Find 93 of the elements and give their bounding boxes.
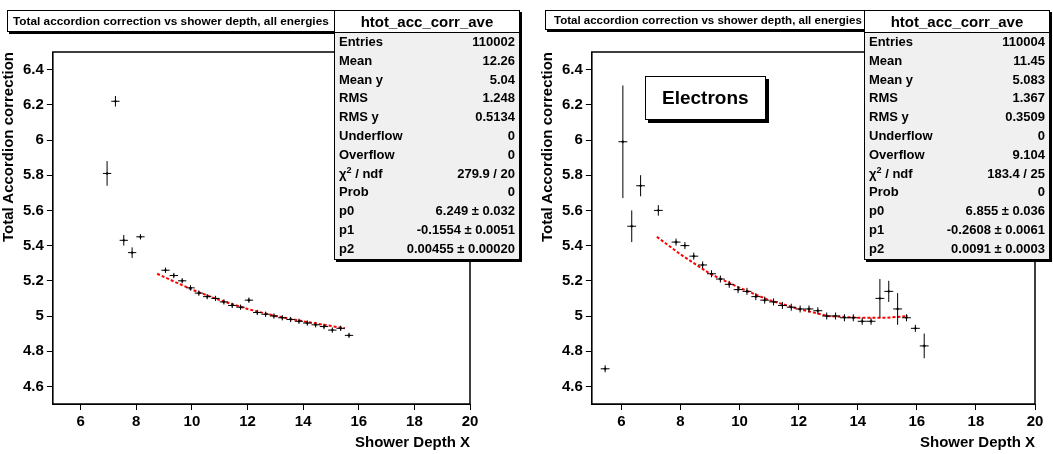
annotation: RMS y bbox=[339, 108, 379, 127]
y-tick-label: 6.4 bbox=[22, 59, 45, 77]
text: htot_acc_corr_ave bbox=[865, 11, 1049, 33]
text: 0.5134 bbox=[475, 108, 515, 127]
annotation: p0 bbox=[339, 202, 355, 221]
chart-title: Total accordion correction vs shower depth, all energies bbox=[545, 10, 871, 30]
y-tick-label: 5.4 bbox=[561, 235, 584, 253]
annotation: p2 bbox=[339, 239, 355, 258]
y-tick-label: 5.8 bbox=[561, 165, 583, 183]
annotation: Underflow bbox=[339, 127, 403, 145]
x-tick-label: 14 bbox=[849, 412, 867, 430]
y-tick-label: 4.6 bbox=[22, 376, 44, 394]
annotation: RMS bbox=[339, 89, 368, 108]
y-tick-label: 6.2 bbox=[22, 94, 44, 112]
annotation: 6.249 ± 0.032 bbox=[435, 202, 515, 221]
annotation: p1 bbox=[339, 220, 355, 239]
text: 0 bbox=[507, 145, 515, 164]
annotation: 0.3509 bbox=[1005, 108, 1045, 127]
x-tick-label: 18 bbox=[967, 412, 985, 430]
y-tick-label: 4.6 bbox=[561, 376, 583, 394]
y-tick-label: 6 bbox=[35, 130, 44, 148]
annotation: 5.083 bbox=[1012, 70, 1045, 89]
x-tick-label: 6 bbox=[76, 412, 85, 430]
y-tick-label: 5 bbox=[35, 306, 44, 324]
text: 0 bbox=[1037, 183, 1045, 202]
annotation: Mean bbox=[339, 51, 373, 70]
annotation: Electrons bbox=[645, 76, 766, 120]
y-tick-label: 4.8 bbox=[22, 341, 44, 359]
y-tick-label: 5.6 bbox=[22, 200, 44, 218]
y-tick-label: 6 bbox=[574, 130, 583, 148]
text: 5.04 bbox=[489, 70, 515, 89]
annotation: 183.4 / 25 bbox=[987, 164, 1045, 183]
x-tick-label: 20 bbox=[1026, 412, 1044, 430]
annotation: 279.9 / 20 bbox=[457, 164, 515, 183]
annotation: Mean y bbox=[339, 70, 384, 89]
y-axis-title: Total Accordion correction bbox=[538, 52, 556, 243]
y-tick-label: 5.2 bbox=[22, 270, 44, 288]
annotation: Mean y bbox=[869, 70, 914, 89]
x-tick-label: 16 bbox=[908, 412, 926, 430]
text: 110002 bbox=[472, 33, 515, 51]
x-axis-title: Shower Depth X bbox=[919, 433, 1035, 451]
y-tick-label: 5.6 bbox=[561, 200, 583, 218]
x-axis-title: Shower Depth X bbox=[354, 433, 470, 451]
text: 110004 bbox=[1002, 33, 1045, 51]
text: 0 bbox=[507, 183, 515, 202]
annotation: -0.1554 ± 0.0051 bbox=[416, 220, 515, 239]
y-tick-label: 5.8 bbox=[22, 165, 44, 183]
annotation: p2 bbox=[869, 239, 885, 258]
annotation: 0.00455 ± 0.00020 bbox=[406, 239, 515, 258]
y-tick-label: 6.4 bbox=[561, 59, 584, 77]
text: htot_acc_corr_ave bbox=[335, 11, 519, 33]
x-tick-label: 8 bbox=[132, 412, 141, 430]
annotation: RMS y bbox=[869, 108, 909, 127]
annotation: χ$^{2}$ / ndf bbox=[339, 164, 383, 183]
annotation: Underflow bbox=[869, 127, 933, 145]
annotation: Overflow bbox=[869, 145, 925, 164]
y-tick-label: 6.2 bbox=[561, 94, 583, 112]
x-tick-label: 12 bbox=[790, 412, 807, 430]
x-tick-label: 12 bbox=[239, 412, 256, 430]
x-tick-label: 10 bbox=[731, 412, 748, 430]
annotation: RMS bbox=[869, 89, 898, 108]
annotation: -0.2608 ± 0.0061 bbox=[946, 220, 1045, 239]
x-tick-label: 16 bbox=[350, 412, 368, 430]
annotation: 11.45 bbox=[1013, 51, 1045, 70]
text: Entries bbox=[869, 33, 914, 51]
annotation: 0.0091 ± 0.0003 bbox=[951, 239, 1045, 258]
text: 1.248 bbox=[482, 89, 515, 108]
annotation: χ$^{2}$ / ndf bbox=[869, 164, 913, 183]
annotation: Prob bbox=[339, 183, 369, 202]
y-tick-label: 4.8 bbox=[561, 341, 583, 359]
chart-title: Total accordion correction vs shower depth, all energies bbox=[7, 10, 335, 32]
annotation: Overflow bbox=[339, 145, 395, 164]
annotation: 9.104 bbox=[1012, 145, 1045, 164]
annotation: 6.855 ± 0.036 bbox=[965, 202, 1045, 221]
y-tick-label: 5 bbox=[574, 306, 583, 324]
x-tick-label: 14 bbox=[294, 412, 313, 430]
x-tick-label: 20 bbox=[461, 412, 479, 430]
annotation: p1 bbox=[869, 220, 885, 239]
x-tick-label: 8 bbox=[676, 412, 685, 430]
annotation: Prob bbox=[869, 183, 899, 202]
text: 0 bbox=[507, 127, 515, 145]
text: Entries bbox=[339, 33, 384, 51]
annotation: Mean bbox=[869, 51, 903, 70]
text: 12.26 bbox=[482, 51, 515, 70]
y-tick-label: 5.4 bbox=[22, 235, 45, 253]
y-axis-title: Total Accordion correction bbox=[0, 52, 17, 243]
x-tick-label: 10 bbox=[183, 412, 201, 430]
annotation: p0 bbox=[869, 202, 885, 221]
x-tick-label: 6 bbox=[617, 412, 626, 430]
y-tick-label: 5.2 bbox=[561, 270, 583, 288]
x-tick-label: 18 bbox=[406, 412, 423, 430]
text: 0 bbox=[1037, 127, 1045, 145]
annotation: 1.367 bbox=[1012, 89, 1045, 108]
